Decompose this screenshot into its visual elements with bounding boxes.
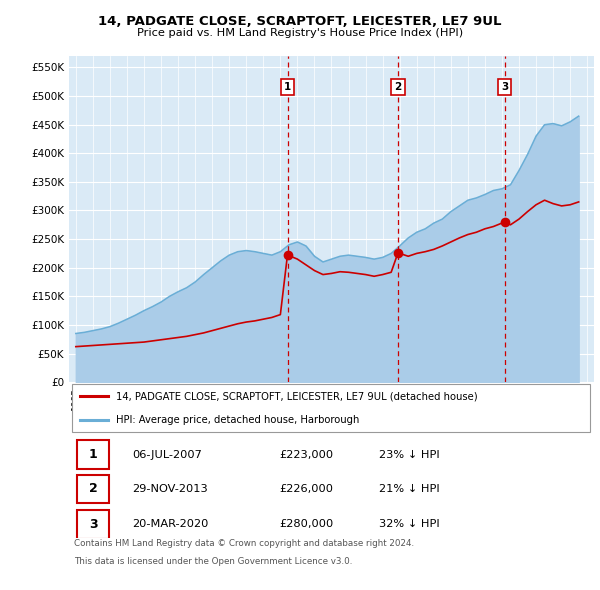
FancyBboxPatch shape (77, 510, 109, 539)
Text: 21% ↓ HPI: 21% ↓ HPI (379, 484, 439, 494)
Text: 29-NOV-2013: 29-NOV-2013 (132, 484, 208, 494)
Text: Price paid vs. HM Land Registry's House Price Index (HPI): Price paid vs. HM Land Registry's House … (137, 28, 463, 38)
Text: £280,000: £280,000 (279, 519, 333, 529)
FancyBboxPatch shape (77, 441, 109, 470)
Text: This data is licensed under the Open Government Licence v3.0.: This data is licensed under the Open Gov… (74, 556, 353, 566)
Text: 23% ↓ HPI: 23% ↓ HPI (379, 450, 439, 460)
Text: 3: 3 (89, 517, 97, 530)
Text: 32% ↓ HPI: 32% ↓ HPI (379, 519, 439, 529)
Text: 1: 1 (89, 448, 98, 461)
Text: £226,000: £226,000 (279, 484, 333, 494)
Text: 14, PADGATE CLOSE, SCRAPTOFT, LEICESTER, LE7 9UL (detached house): 14, PADGATE CLOSE, SCRAPTOFT, LEICESTER,… (116, 391, 478, 401)
FancyBboxPatch shape (71, 384, 590, 432)
Text: 06-JUL-2007: 06-JUL-2007 (132, 450, 202, 460)
Text: 3: 3 (501, 82, 508, 92)
Text: Contains HM Land Registry data © Crown copyright and database right 2024.: Contains HM Land Registry data © Crown c… (74, 539, 415, 548)
Text: 14, PADGATE CLOSE, SCRAPTOFT, LEICESTER, LE7 9UL: 14, PADGATE CLOSE, SCRAPTOFT, LEICESTER,… (98, 15, 502, 28)
Text: £223,000: £223,000 (279, 450, 333, 460)
Text: HPI: Average price, detached house, Harborough: HPI: Average price, detached house, Harb… (116, 415, 359, 425)
Text: 2: 2 (89, 483, 98, 496)
Text: 2: 2 (394, 82, 401, 92)
FancyBboxPatch shape (77, 474, 109, 503)
Text: 1: 1 (284, 82, 291, 92)
Text: 20-MAR-2020: 20-MAR-2020 (132, 519, 208, 529)
